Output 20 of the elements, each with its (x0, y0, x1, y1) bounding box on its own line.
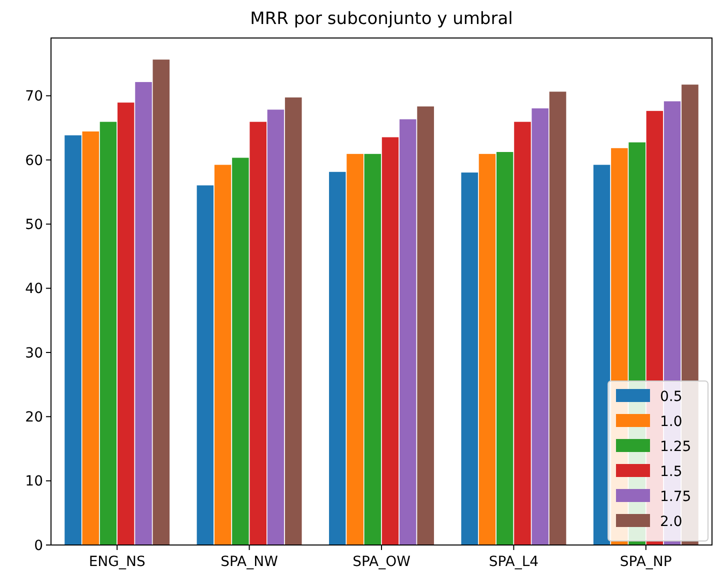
y-tick-label: 30 (25, 345, 43, 362)
x-tick-label: ENG_NS (88, 554, 146, 570)
legend-label: 1.0 (660, 414, 682, 430)
x-tick-label: SPA_OW (352, 554, 411, 570)
y-tick-label: 0 (34, 538, 43, 554)
x-tick-label: SPA_L4 (488, 554, 539, 570)
y-tick-label: 20 (25, 410, 43, 426)
legend-label: 2.0 (660, 514, 682, 530)
x-tick-label: SPA_NP (620, 554, 672, 570)
chart-title: MRR por subconjunto y umbral (250, 9, 513, 29)
y-tick-label: 70 (25, 88, 43, 105)
legend-label: 0.5 (660, 388, 682, 405)
legend-label: 1.75 (660, 488, 692, 505)
x-tick-label: SPA_NW (220, 554, 278, 570)
legend-label: 1.25 (660, 438, 692, 455)
y-tick-label: 60 (25, 152, 43, 169)
y-tick-label: 10 (25, 474, 43, 490)
y-tick-label: 40 (25, 281, 43, 298)
legend-label: 1.5 (660, 464, 682, 480)
y-tick-label: 50 (25, 217, 43, 234)
